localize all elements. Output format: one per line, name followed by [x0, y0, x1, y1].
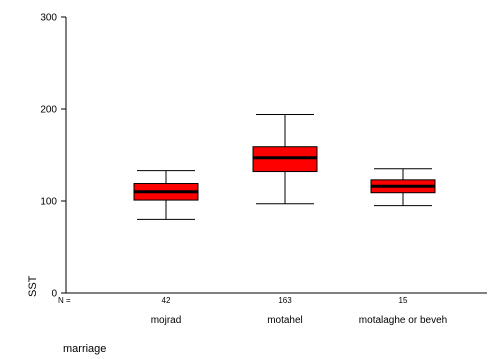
- y-axis-ticks: 0 100 200 300: [40, 13, 66, 300]
- box-1: [133, 170, 199, 220]
- boxes-group: [133, 114, 436, 220]
- x-axis-labels: 42 mojrad 163 motahel 15 motalaghe or beveh: [151, 296, 447, 326]
- n-prefix-label: N =: [58, 296, 71, 305]
- x-category-label: mojrad: [151, 315, 182, 326]
- x-category-label: motalaghe or beveh: [359, 315, 447, 326]
- box-2: [252, 114, 318, 205]
- x-category-label: motahel: [267, 315, 303, 326]
- y-tick-label: 300: [40, 13, 57, 24]
- n-count-label: 15: [399, 296, 408, 305]
- n-count-label: 163: [278, 296, 292, 305]
- box-3: [370, 168, 436, 207]
- y-tick-label: 200: [40, 105, 57, 116]
- y-tick-label: 0: [51, 289, 57, 300]
- plot-frame: [65, 17, 487, 294]
- x-axis-title: marriage: [63, 343, 106, 355]
- y-axis-title: SST: [27, 275, 39, 297]
- n-count-label: 42: [162, 296, 171, 305]
- y-tick-label: 100: [40, 197, 57, 208]
